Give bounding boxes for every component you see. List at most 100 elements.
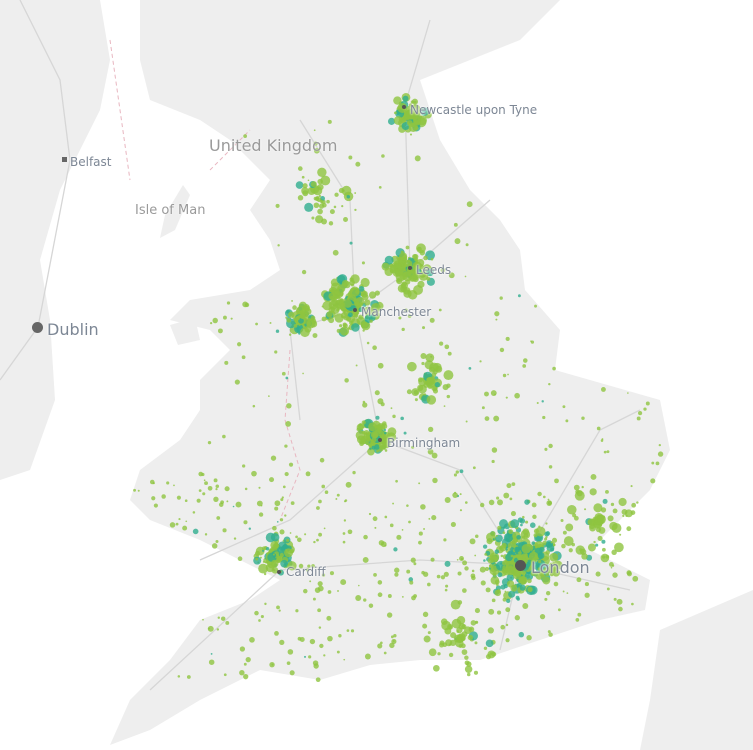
data-point <box>571 542 575 547</box>
data-point <box>489 652 493 656</box>
data-point <box>446 383 451 388</box>
data-point <box>377 580 383 585</box>
city-label-birmingham[interactable]: Birmingham <box>387 436 461 450</box>
data-point <box>492 538 495 541</box>
data-point <box>304 308 312 316</box>
data-point <box>453 473 458 477</box>
data-point <box>499 347 505 353</box>
data-point <box>610 566 613 569</box>
data-point <box>336 493 340 497</box>
data-point <box>361 420 366 425</box>
data-point <box>611 523 622 533</box>
data-point <box>234 379 240 385</box>
data-point <box>308 655 312 659</box>
data-point <box>606 587 610 591</box>
data-point <box>423 528 426 530</box>
data-point <box>524 580 527 583</box>
data-point <box>458 644 463 648</box>
data-point <box>545 590 551 596</box>
data-point <box>224 486 230 492</box>
city-label-london[interactable]: London <box>531 558 590 577</box>
data-point <box>316 538 319 542</box>
data-point <box>210 653 213 655</box>
data-point <box>550 547 555 552</box>
data-point <box>279 553 284 558</box>
data-point <box>284 471 289 477</box>
city-label-leeds[interactable]: Leeds <box>416 263 452 277</box>
city-label-cardiff[interactable]: Cardiff <box>286 565 326 579</box>
city-label-dublin[interactable]: Dublin <box>47 320 99 339</box>
data-point <box>567 504 577 515</box>
data-point <box>218 502 224 507</box>
data-point <box>213 478 218 483</box>
city-label-belfast[interactable]: Belfast <box>70 155 112 169</box>
data-point <box>411 108 421 119</box>
data-point <box>535 526 546 537</box>
data-point <box>297 195 304 201</box>
data-point <box>508 529 514 535</box>
city-marker-leeds <box>408 266 412 270</box>
data-point <box>405 245 410 250</box>
city-label-manchester[interactable]: Manchester <box>361 305 432 319</box>
data-point <box>518 576 527 585</box>
data-point <box>355 364 358 367</box>
data-point <box>340 579 347 586</box>
data-point <box>317 178 323 185</box>
data-point <box>603 450 607 454</box>
isle-of-man-land <box>160 185 190 238</box>
data-point <box>465 420 468 423</box>
data-point <box>530 565 533 568</box>
data-point <box>426 395 437 405</box>
data-point <box>396 534 402 540</box>
data-point <box>475 621 478 624</box>
data-point <box>390 407 393 410</box>
data-point <box>444 344 450 350</box>
data-point <box>368 512 372 516</box>
data-point <box>290 549 295 554</box>
data-point <box>386 612 393 618</box>
data-point <box>368 291 377 299</box>
data-point <box>333 294 338 298</box>
data-point <box>459 493 462 496</box>
data-point <box>553 581 559 587</box>
data-point <box>254 610 259 616</box>
data-point <box>482 544 488 549</box>
data-point <box>459 509 463 512</box>
data-point <box>480 580 486 586</box>
data-point <box>389 264 398 274</box>
data-point <box>186 675 191 679</box>
data-point <box>444 560 451 567</box>
data-point <box>402 287 405 290</box>
data-point <box>601 539 606 544</box>
city-marker-dublin <box>32 322 43 333</box>
data-point <box>584 582 589 587</box>
data-point <box>508 590 516 598</box>
data-point <box>372 516 378 522</box>
data-point <box>298 332 301 335</box>
data-point <box>332 249 339 256</box>
data-point <box>618 606 623 612</box>
data-point <box>414 257 419 262</box>
data-point <box>605 554 610 559</box>
data-point <box>529 522 536 529</box>
data-point <box>318 194 322 198</box>
data-point <box>504 590 507 593</box>
data-point <box>374 444 380 450</box>
data-point <box>329 295 335 301</box>
data-point <box>601 547 606 552</box>
data-point <box>390 635 394 639</box>
data-point <box>537 567 541 571</box>
data-point <box>381 431 391 441</box>
city-label-newcastle[interactable]: Newcastle upon Tyne <box>410 103 538 117</box>
data-point <box>496 589 501 594</box>
data-point <box>270 532 280 542</box>
data-point <box>232 505 235 508</box>
data-point <box>594 512 604 522</box>
data-point <box>401 327 405 332</box>
data-point <box>516 597 520 601</box>
data-point <box>453 222 458 227</box>
data-point <box>370 307 375 312</box>
data-point <box>409 103 413 107</box>
data-point <box>577 612 582 617</box>
